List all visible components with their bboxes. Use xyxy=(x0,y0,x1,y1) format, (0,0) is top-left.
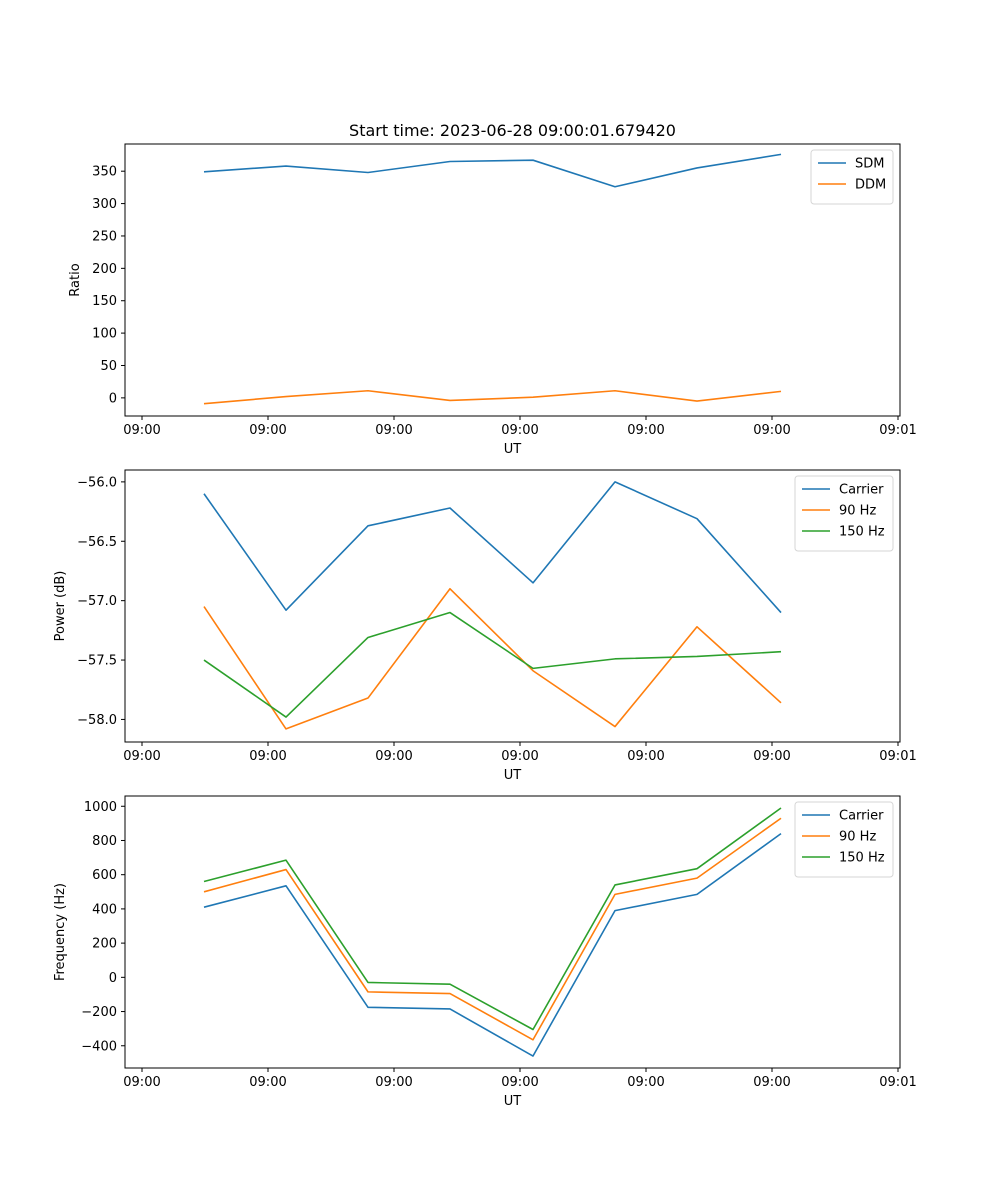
y-axis-label: Ratio xyxy=(68,263,83,296)
x-tick-label: 09:00 xyxy=(501,1075,538,1090)
y-tick-label: 0 xyxy=(109,971,117,986)
y-axis-label: Frequency (Hz) xyxy=(53,883,68,981)
x-tick-label: 09:01 xyxy=(879,1075,916,1090)
legend: SDM DDM xyxy=(810,149,894,205)
y-tick-label: −400 xyxy=(81,1039,117,1054)
series-line-150-hz xyxy=(203,807,782,1031)
y-tick-label: −57.0 xyxy=(77,594,117,609)
y-tick-label: −56.5 xyxy=(77,535,117,550)
series-line-90-hz xyxy=(203,587,782,730)
legend-label: 150 Hz xyxy=(839,851,885,866)
y-tick-label: 150 xyxy=(92,294,117,309)
y-tick-label: 50 xyxy=(100,359,117,374)
y-tick-label: 250 xyxy=(92,229,117,244)
x-tick-label: 09:00 xyxy=(249,423,286,438)
axes-frame xyxy=(124,469,901,743)
x-tick-label: 09:00 xyxy=(249,1075,286,1090)
x-tick-label: 09:00 xyxy=(375,749,412,764)
x-tick-label: 09:01 xyxy=(879,749,916,764)
y-tick-label: 400 xyxy=(92,902,117,917)
x-tick-label: 09:00 xyxy=(627,1075,664,1090)
x-tick-label: 09:00 xyxy=(627,423,664,438)
y-tick-label: −58.0 xyxy=(77,713,117,728)
x-tick-label: 09:00 xyxy=(753,1075,790,1090)
y-tick-label: 100 xyxy=(92,327,117,342)
series-line-90-hz xyxy=(203,817,782,1041)
x-tick-label: 09:01 xyxy=(879,423,916,438)
y-axis-label: Power (dB) xyxy=(53,571,68,642)
panel-3: 09:00 09:00 09:00 09:00 09:00 09:00 09:01 −400 −… xyxy=(53,795,917,1109)
y-tick-label: 0 xyxy=(109,391,117,406)
x-tick-label: 09:00 xyxy=(123,749,160,764)
x-tick-label: 09:00 xyxy=(501,749,538,764)
axes-frame xyxy=(124,143,901,417)
x-axis-label: UT xyxy=(504,1094,522,1109)
x-tick-label: 09:00 xyxy=(753,423,790,438)
x-tick-label: 09:00 xyxy=(375,423,412,438)
series-line-ddm xyxy=(203,389,782,405)
legend-box xyxy=(794,475,894,552)
x-axis-label: UT xyxy=(504,442,522,457)
legend-label: 90 Hz xyxy=(839,830,876,845)
legend-label: 90 Hz xyxy=(839,504,876,519)
y-tick-label: 350 xyxy=(92,165,117,180)
series-line-150-hz xyxy=(203,611,782,718)
series-line-carrier xyxy=(203,832,782,1057)
x-tick-label: 09:00 xyxy=(627,749,664,764)
y-tick-label: 1000 xyxy=(84,800,117,815)
y-tick-label: 200 xyxy=(92,937,117,952)
legend-label: Carrier xyxy=(839,809,884,824)
x-tick-label: 09:00 xyxy=(249,749,286,764)
x-axis-label: UT xyxy=(504,768,522,783)
legend: Carrier 90 Hz 150 Hz xyxy=(794,475,894,552)
legend-box xyxy=(794,801,894,878)
legend-label: 150 Hz xyxy=(839,525,885,540)
chart-title: Start time: 2023-06-28 09:00:01.679420 xyxy=(349,121,676,140)
y-tick-label: −56.0 xyxy=(77,475,117,490)
y-tick-label: −200 xyxy=(81,1005,117,1020)
legend-label: Carrier xyxy=(839,483,884,498)
legend-label: DDM xyxy=(855,178,886,193)
legend-label: SDM xyxy=(855,157,884,172)
axes-frame xyxy=(124,795,901,1069)
series-line-sdm xyxy=(203,153,782,188)
x-tick-label: 09:00 xyxy=(123,423,160,438)
y-tick-label: 300 xyxy=(92,197,117,212)
y-tick-label: 800 xyxy=(92,834,117,849)
x-tick-label: 09:00 xyxy=(123,1075,160,1090)
panel-2: 09:00 09:00 09:00 09:00 09:00 09:00 09:01 −56.0… xyxy=(53,469,917,783)
series-line-carrier xyxy=(203,481,782,614)
y-tick-label: 600 xyxy=(92,868,117,883)
x-tick-label: 09:00 xyxy=(753,749,790,764)
y-tick-label: −57.5 xyxy=(77,654,117,669)
panel-1: 09:00 09:00 09:00 09:00 09:00 09:00 09:01 0 50 10… xyxy=(68,143,917,457)
x-tick-label: 09:00 xyxy=(501,423,538,438)
legend: Carrier 90 Hz 150 Hz xyxy=(794,801,894,878)
y-tick-label: 200 xyxy=(92,262,117,277)
x-tick-label: 09:00 xyxy=(375,1075,412,1090)
